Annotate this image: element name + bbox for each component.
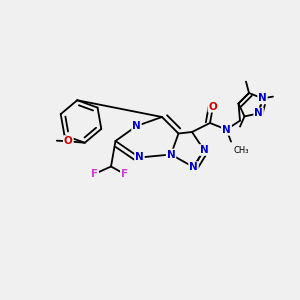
Text: N: N [200,145,208,155]
Text: F: F [91,169,98,179]
Text: N: N [167,149,176,160]
Text: N: N [132,121,141,131]
Text: N: N [222,124,231,135]
Text: F: F [121,169,128,179]
Text: N: N [189,162,198,172]
Text: CH₃: CH₃ [234,146,250,155]
Text: O: O [64,136,73,146]
Text: O: O [64,136,73,146]
Text: N: N [258,93,267,103]
Text: F: F [91,169,98,179]
Text: N: N [135,152,144,163]
Text: N: N [254,108,263,118]
Text: O: O [208,101,217,112]
Text: F: F [121,169,128,179]
Text: N: N [222,124,231,135]
Text: O: O [208,101,217,112]
